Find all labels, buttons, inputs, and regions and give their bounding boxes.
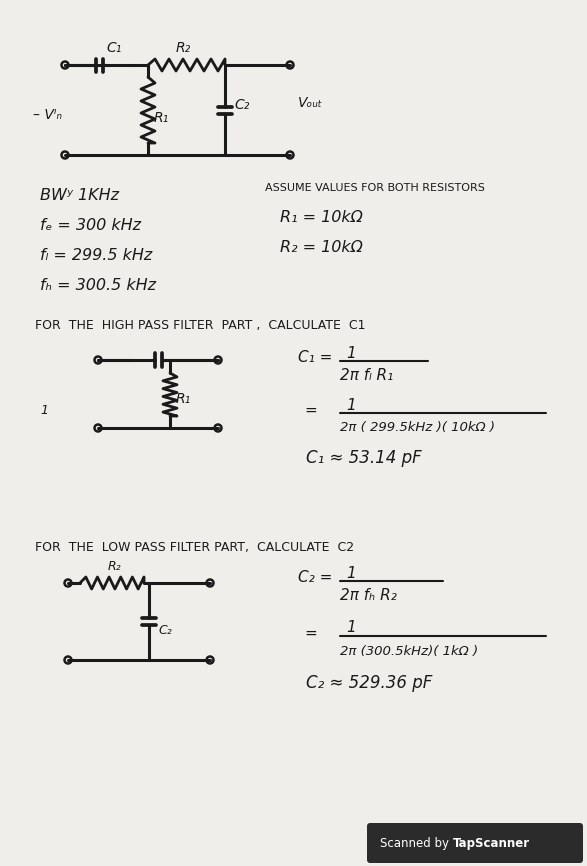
Text: C₂ =: C₂ =	[298, 571, 332, 585]
Text: BWʸ 1KHz: BWʸ 1KHz	[40, 188, 119, 203]
Text: fₕ = 300.5 kHz: fₕ = 300.5 kHz	[40, 277, 156, 293]
Text: R₁: R₁	[176, 392, 191, 406]
Text: Vₒᵤₜ: Vₒᵤₜ	[298, 96, 323, 110]
Text: fₑ = 300 kHz: fₑ = 300 kHz	[40, 218, 141, 234]
Text: R₂ = 10kΩ: R₂ = 10kΩ	[280, 241, 363, 255]
Text: R₁ = 10kΩ: R₁ = 10kΩ	[280, 210, 363, 224]
Text: FOR  THE  HIGH PASS FILTER  PART ,  CALCULATE  C1: FOR THE HIGH PASS FILTER PART , CALCULAT…	[35, 320, 366, 333]
Text: =: =	[304, 625, 317, 641]
Text: fₗ = 299.5 kHz: fₗ = 299.5 kHz	[40, 249, 152, 263]
Text: TapScanner: TapScanner	[453, 837, 530, 850]
Text: C₂ ≈ 529.36 pF: C₂ ≈ 529.36 pF	[306, 674, 433, 692]
Text: C₂: C₂	[234, 98, 249, 112]
Text: 1: 1	[346, 346, 356, 360]
Text: =: =	[304, 403, 317, 417]
Text: Scanned by: Scanned by	[380, 837, 453, 850]
Text: 1: 1	[346, 621, 356, 636]
Text: – Vᴵₙ: – Vᴵₙ	[33, 108, 62, 122]
Text: R₁: R₁	[154, 111, 169, 125]
Text: C₁ =: C₁ =	[298, 351, 332, 365]
Text: ASSUME VALUES FOR BOTH RESISTORS: ASSUME VALUES FOR BOTH RESISTORS	[265, 183, 485, 193]
Text: 2π ( 299.5kHz )( 10kΩ ): 2π ( 299.5kHz )( 10kΩ )	[340, 422, 495, 435]
Text: 2π fₗ R₁: 2π fₗ R₁	[340, 369, 393, 384]
Text: 1: 1	[40, 404, 48, 417]
Text: 2π (300.5kHz)( 1kΩ ): 2π (300.5kHz)( 1kΩ )	[340, 644, 478, 657]
Text: 1: 1	[346, 565, 356, 580]
Text: 2π fₕ R₂: 2π fₕ R₂	[340, 589, 397, 604]
Text: R₂: R₂	[176, 41, 191, 55]
Text: FOR  THE  LOW PASS FILTER PART,  CALCULATE  C2: FOR THE LOW PASS FILTER PART, CALCULATE …	[35, 540, 354, 553]
Text: C₁: C₁	[106, 41, 122, 55]
FancyBboxPatch shape	[367, 823, 583, 863]
Text: C₁ ≈ 53.14 pF: C₁ ≈ 53.14 pF	[306, 449, 421, 467]
Text: 1: 1	[346, 397, 356, 412]
Text: C₂: C₂	[158, 624, 172, 637]
Text: R₂: R₂	[108, 560, 122, 573]
